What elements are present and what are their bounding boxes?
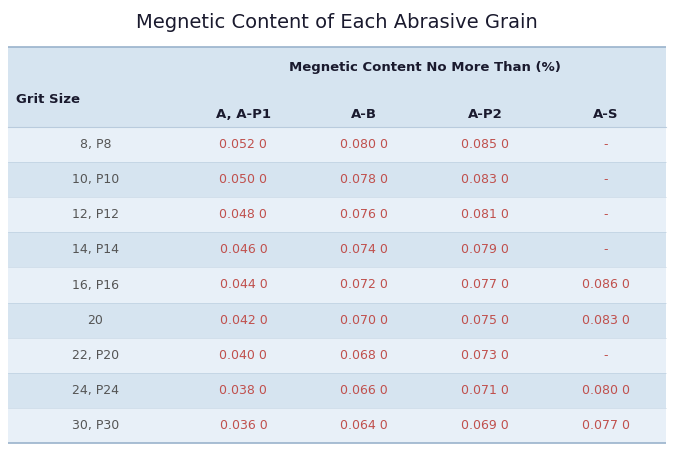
Text: 0.040 0: 0.040 0 — [220, 349, 268, 362]
Text: 20: 20 — [88, 313, 103, 326]
Bar — [8, 232, 666, 268]
Text: 0.086 0: 0.086 0 — [582, 278, 630, 291]
Text: 0.080 0: 0.080 0 — [340, 138, 388, 151]
Text: A-S: A-S — [593, 108, 618, 121]
Text: 0.085 0: 0.085 0 — [461, 138, 509, 151]
Text: 0.077 0: 0.077 0 — [582, 419, 630, 432]
Text: 22, P20: 22, P20 — [72, 349, 119, 362]
Text: 0.074 0: 0.074 0 — [340, 243, 388, 256]
Bar — [8, 127, 666, 162]
Text: 0.083 0: 0.083 0 — [461, 173, 509, 186]
Text: A, A-P1: A, A-P1 — [216, 108, 271, 121]
Bar — [8, 408, 666, 443]
Text: 0.038 0: 0.038 0 — [220, 384, 268, 397]
Bar — [8, 303, 666, 338]
Text: A-P2: A-P2 — [468, 108, 502, 121]
Bar — [8, 338, 666, 373]
Text: 0.071 0: 0.071 0 — [461, 384, 509, 397]
Text: 12, P12: 12, P12 — [72, 208, 119, 221]
Text: 30, P30: 30, P30 — [72, 419, 119, 432]
Text: 0.076 0: 0.076 0 — [340, 208, 388, 221]
Text: 0.077 0: 0.077 0 — [461, 278, 509, 291]
Text: 0.078 0: 0.078 0 — [340, 173, 388, 186]
Text: 0.083 0: 0.083 0 — [582, 313, 630, 326]
Text: -: - — [603, 243, 608, 256]
Text: 0.075 0: 0.075 0 — [461, 313, 509, 326]
Text: Megnetic Content of Each Abrasive Grain: Megnetic Content of Each Abrasive Grain — [136, 13, 538, 31]
Text: -: - — [603, 138, 608, 151]
Bar — [8, 47, 666, 443]
Bar — [8, 197, 666, 232]
Text: 0.069 0: 0.069 0 — [461, 419, 509, 432]
Text: 0.072 0: 0.072 0 — [340, 278, 388, 291]
Text: 0.036 0: 0.036 0 — [220, 419, 268, 432]
Text: 0.050 0: 0.050 0 — [219, 173, 268, 186]
Text: 0.080 0: 0.080 0 — [582, 384, 630, 397]
Text: 14, P14: 14, P14 — [72, 243, 119, 256]
Text: 0.068 0: 0.068 0 — [340, 349, 388, 362]
Text: 0.046 0: 0.046 0 — [220, 243, 268, 256]
Text: 16, P16: 16, P16 — [72, 278, 119, 291]
Bar — [8, 162, 666, 197]
Text: 0.066 0: 0.066 0 — [340, 384, 388, 397]
Text: -: - — [603, 349, 608, 362]
Text: 8, P8: 8, P8 — [80, 138, 111, 151]
Bar — [8, 373, 666, 408]
Text: 10, P10: 10, P10 — [72, 173, 119, 186]
Text: 0.081 0: 0.081 0 — [461, 208, 509, 221]
Text: -: - — [603, 173, 608, 186]
Text: 0.064 0: 0.064 0 — [340, 419, 388, 432]
Text: Megnetic Content No More Than (%): Megnetic Content No More Than (%) — [288, 62, 561, 75]
Text: 0.073 0: 0.073 0 — [461, 349, 509, 362]
Text: A-B: A-B — [351, 108, 377, 121]
Text: 0.070 0: 0.070 0 — [340, 313, 388, 326]
Text: 24, P24: 24, P24 — [72, 384, 119, 397]
Text: -: - — [603, 208, 608, 221]
Text: 0.042 0: 0.042 0 — [220, 313, 268, 326]
Text: 0.048 0: 0.048 0 — [220, 208, 268, 221]
Bar — [8, 268, 666, 303]
Text: 0.052 0: 0.052 0 — [220, 138, 268, 151]
Text: 0.044 0: 0.044 0 — [220, 278, 268, 291]
Text: 0.079 0: 0.079 0 — [461, 243, 509, 256]
Text: Grit Size: Grit Size — [16, 93, 80, 106]
